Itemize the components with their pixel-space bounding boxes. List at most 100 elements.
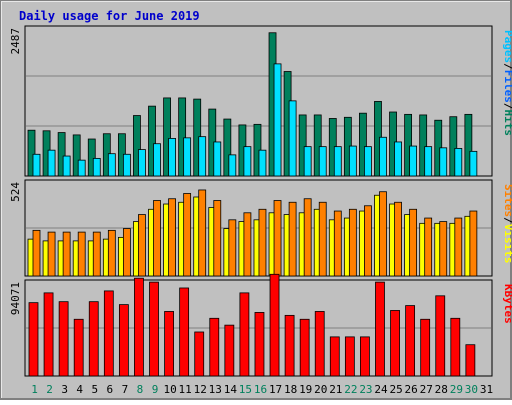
x-label-day-3: 3 [61,383,68,396]
x-label-day-15: 15 [239,383,252,396]
bar-hits-day-23 [359,112,367,177]
bar-kbytes-day-6 [103,290,114,377]
bar-hits-day-3 [57,132,66,177]
axis-title-part: Visits [502,224,512,264]
bar-files-day-7 [122,153,131,177]
bar-files-day-29 [454,148,463,177]
bar-kbytes-day-11 [179,287,190,377]
axis-title-part: Sites [502,184,512,217]
bar-sites-day-15 [243,212,252,277]
bar-sites-day-2 [47,231,56,277]
x-label-day-10: 10 [163,383,176,396]
bar-sites-day-8 [138,214,146,277]
bar-kbytes-day-10 [164,311,174,377]
bar-files-day-24 [379,136,387,177]
x-label-day-6: 6 [107,383,114,396]
x-label-day-14: 14 [224,383,238,396]
bar-kbytes-day-19 [299,318,310,377]
bar-files-day-1 [32,153,41,177]
x-label-day-21: 21 [329,383,342,396]
bar-sites-day-13 [213,200,222,277]
bar-sites-day-5 [92,231,101,277]
x-label-day-22: 22 [344,383,357,396]
bar-files-day-2 [47,149,56,177]
panel-bottom: 94071 KBytes [9,273,512,377]
axis-title-part: Pages [502,30,512,63]
bar-kbytes-day-28 [435,295,446,377]
bar-kbytes-day-8 [134,277,144,377]
bar-files-day-13 [213,141,222,177]
bar-kbytes-day-26 [405,305,416,377]
bar-files-day-9 [153,143,161,177]
x-label-day-27: 27 [420,383,433,396]
bar-sites-day-28 [439,221,448,277]
bar-kbytes-day-15 [239,292,250,377]
bar-kbytes-day-16 [254,312,265,377]
x-label-day-2: 2 [46,383,53,396]
bar-sites-day-29 [454,217,463,277]
x-label-day-31: 31 [480,383,493,396]
bar-hits-day-19 [298,114,307,177]
bar-sites-day-22 [348,208,357,277]
bar-files-day-26 [409,145,418,177]
bar-sites-day-19 [303,198,312,277]
panel-top: 2487 Pages/Files/Hits [9,25,512,177]
bar-hits-day-11 [178,97,187,177]
axis-title-part: KBytes [502,284,512,324]
bar-files-day-15 [243,146,252,177]
bar-files-day-14 [228,154,237,177]
x-label-day-30: 30 [465,383,478,396]
series-hits [27,32,473,177]
bar-sites-day-9 [153,200,161,277]
series-kbytes [28,273,476,377]
bar-hits-day-29 [449,116,458,177]
bar-kbytes-day-27 [420,318,431,377]
x-axis-labels: 1 2 3 4 5 6 7 8 9 10 11 12 13 14 15 16 17 18 19 20 21 22 23 24 2… [31,383,493,396]
bar-kbytes-day-18 [284,314,295,377]
bar-kbytes-day-5 [88,301,99,377]
bar-sites-day-14 [228,219,237,277]
bar-sites-day-20 [318,201,327,277]
axis-title-top: Pages/Files/Hits [502,30,512,136]
bar-sites-day-1 [32,229,41,277]
bar-hits-day-30 [464,113,473,177]
bar-files-day-4 [77,159,86,177]
bar-kbytes-day-25 [390,310,400,377]
y-max-label: 2487 [9,28,22,55]
bar-files-day-10 [168,138,176,177]
bar-kbytes-day-21 [329,336,340,377]
bar-kbytes-day-4 [73,318,84,377]
bar-files-day-18 [288,100,297,177]
bar-kbytes-day-22 [344,336,355,377]
bar-kbytes-day-17 [269,273,280,377]
bar-files-day-23 [364,146,372,177]
x-label-day-9: 9 [152,383,159,396]
axis-title-part: Files [502,70,512,103]
x-label-day-1: 1 [31,383,38,396]
bar-sites-day-11 [183,193,192,277]
x-label-day-5: 5 [91,383,98,396]
x-label-day-11: 11 [179,383,192,396]
bar-hits-day-8 [133,115,141,177]
bar-kbytes-day-3 [58,301,69,377]
bar-files-day-5 [92,157,101,177]
bar-sites-day-25 [394,201,402,277]
bar-kbytes-day-29 [450,317,461,377]
x-label-day-12: 12 [194,383,207,396]
axis-title-middle: Sites/Visits [502,184,512,264]
bar-files-day-21 [333,146,342,177]
bar-files-day-30 [469,150,478,177]
bar-hits-day-14 [223,118,232,177]
bar-sites-day-16 [258,208,267,277]
bar-kbytes-day-30 [465,344,476,377]
bar-kbytes-day-9 [149,281,159,377]
bar-files-day-28 [439,147,448,177]
axis-title-part: / [502,217,512,224]
bar-sites-day-21 [333,210,342,277]
chart-panels: 2487Pages/Files/Hits524Sites/Visits94071… [9,25,512,377]
series-visits [27,194,473,277]
x-label-day-25: 25 [389,383,402,396]
bar-files-day-8 [138,149,146,177]
bar-sites-day-4 [77,231,86,277]
